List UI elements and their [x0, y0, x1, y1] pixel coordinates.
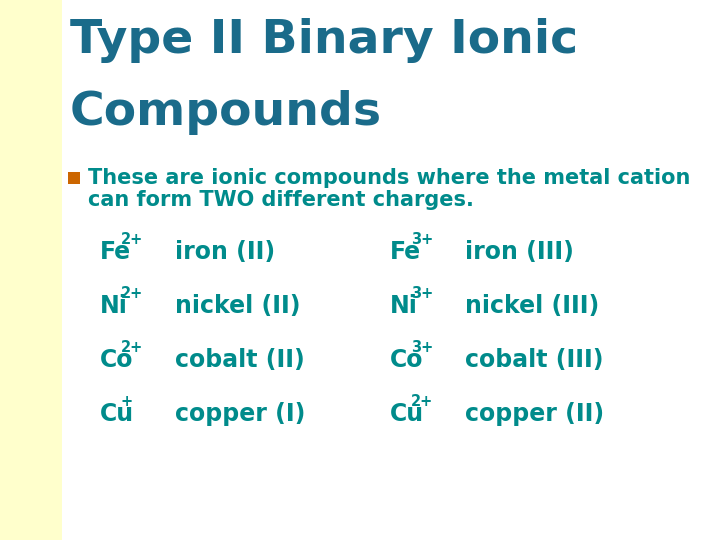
Text: copper (II): copper (II): [465, 402, 604, 426]
Text: Fe: Fe: [390, 240, 421, 264]
Text: nickel (II): nickel (II): [175, 294, 300, 318]
Text: iron (III): iron (III): [465, 240, 574, 264]
Text: 3+: 3+: [411, 286, 433, 301]
Text: Type II Binary Ionic: Type II Binary Ionic: [70, 18, 578, 63]
Text: nickel (III): nickel (III): [465, 294, 599, 318]
Text: 3+: 3+: [411, 232, 433, 247]
Text: 3+: 3+: [411, 340, 433, 355]
Text: Ni: Ni: [100, 294, 128, 318]
Text: can form TWO different charges.: can form TWO different charges.: [88, 190, 474, 210]
Text: Co: Co: [100, 348, 133, 372]
Text: 2+: 2+: [411, 394, 433, 409]
Text: Fe: Fe: [100, 240, 131, 264]
Text: These are ionic compounds where the metal cation: These are ionic compounds where the meta…: [88, 168, 690, 188]
Text: Ni: Ni: [390, 294, 418, 318]
Text: cobalt (III): cobalt (III): [465, 348, 603, 372]
Text: copper (I): copper (I): [175, 402, 305, 426]
Text: Co: Co: [390, 348, 423, 372]
Bar: [68, 172, 80, 184]
Text: 2+: 2+: [121, 340, 143, 355]
Text: iron (II): iron (II): [175, 240, 275, 264]
Text: 2+: 2+: [121, 286, 143, 301]
Text: cobalt (II): cobalt (II): [175, 348, 305, 372]
Text: Cu: Cu: [100, 402, 134, 426]
Text: +: +: [121, 394, 133, 409]
Bar: [0, 0, 62, 540]
Text: Cu: Cu: [390, 402, 424, 426]
Text: Compounds: Compounds: [70, 90, 382, 135]
Text: 2+: 2+: [121, 232, 143, 247]
